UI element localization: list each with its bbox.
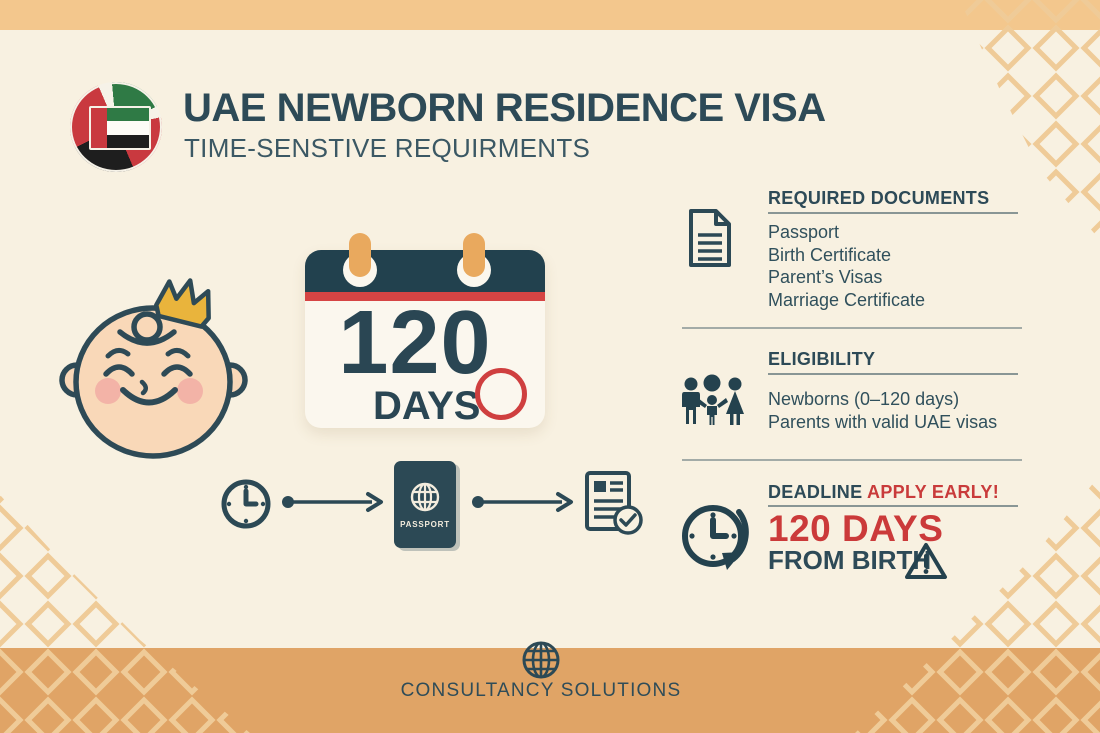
required-documents-heading: REQUIRED DOCUMENTS — [768, 188, 990, 208]
calendar-peg — [463, 233, 485, 277]
brand-name: CONSULTANCY SOLUTIONS — [400, 680, 682, 701]
deadline-accent: APPLY EARLY! — [867, 482, 1000, 502]
top-accent-band — [0, 0, 1100, 30]
uae-flag — [89, 106, 151, 150]
heading-underline — [768, 505, 1018, 507]
list-item: Parents with valid UAE visas — [768, 411, 998, 432]
document-icon — [689, 209, 731, 267]
calendar-unit: DAYS — [373, 384, 481, 428]
heading-underline — [768, 212, 1018, 214]
calendar-red-stripe — [305, 292, 545, 301]
calendar-peg — [349, 233, 371, 277]
eligibility-list: Newborns (0–120 days) Parents with valid… — [768, 388, 997, 433]
section-divider — [682, 459, 1022, 461]
page-subtitle: TIME-SENSTIVE REQUIRMENTS — [184, 133, 591, 163]
warning-triangle-icon — [905, 543, 947, 579]
deadline-clock-icon — [682, 505, 749, 570]
list-item: Newborns (0–120 days) — [768, 389, 960, 409]
calendar-number: 120 — [338, 293, 492, 393]
passport-icon: PASSPORT — [394, 461, 456, 548]
required-documents-list: Passport Birth Certificate Parent’s Visa… — [768, 221, 925, 311]
calendar-circled-date — [475, 368, 527, 420]
passport-globe-emblem — [410, 482, 440, 511]
deadline-subtext: FROM BIRTH — [768, 545, 932, 575]
list-item: Parent’s Visas — [768, 267, 883, 287]
deadline-heading: DEADLINE APPLY EARLY! — [768, 482, 1000, 502]
family-icon — [682, 374, 744, 425]
heading-underline — [768, 373, 1018, 375]
calendar-120-days-icon: 120 DAYS — [305, 233, 545, 428]
flow-arrow-icon — [282, 492, 383, 512]
globe-icon — [522, 641, 560, 679]
eligibility-heading: ELIGIBILITY — [768, 349, 876, 369]
list-item: Passport — [768, 222, 840, 242]
uae-flag-logo-icon — [70, 82, 162, 172]
list-item: Marriage Certificate — [768, 289, 926, 310]
page-title: UAE NEWBORN RESIDENCE VISA — [183, 86, 826, 130]
clock-icon — [221, 479, 271, 529]
section-divider — [682, 327, 1022, 329]
deadline-value: 120 DAYS — [768, 508, 944, 549]
list-item: Birth Certificate — [768, 244, 892, 265]
approved-document-icon — [585, 471, 643, 535]
calendar-header — [305, 250, 545, 292]
passport-label: PASSPORT — [400, 519, 450, 529]
crowned-baby-icon — [59, 278, 248, 459]
flow-arrow-icon — [472, 492, 573, 512]
